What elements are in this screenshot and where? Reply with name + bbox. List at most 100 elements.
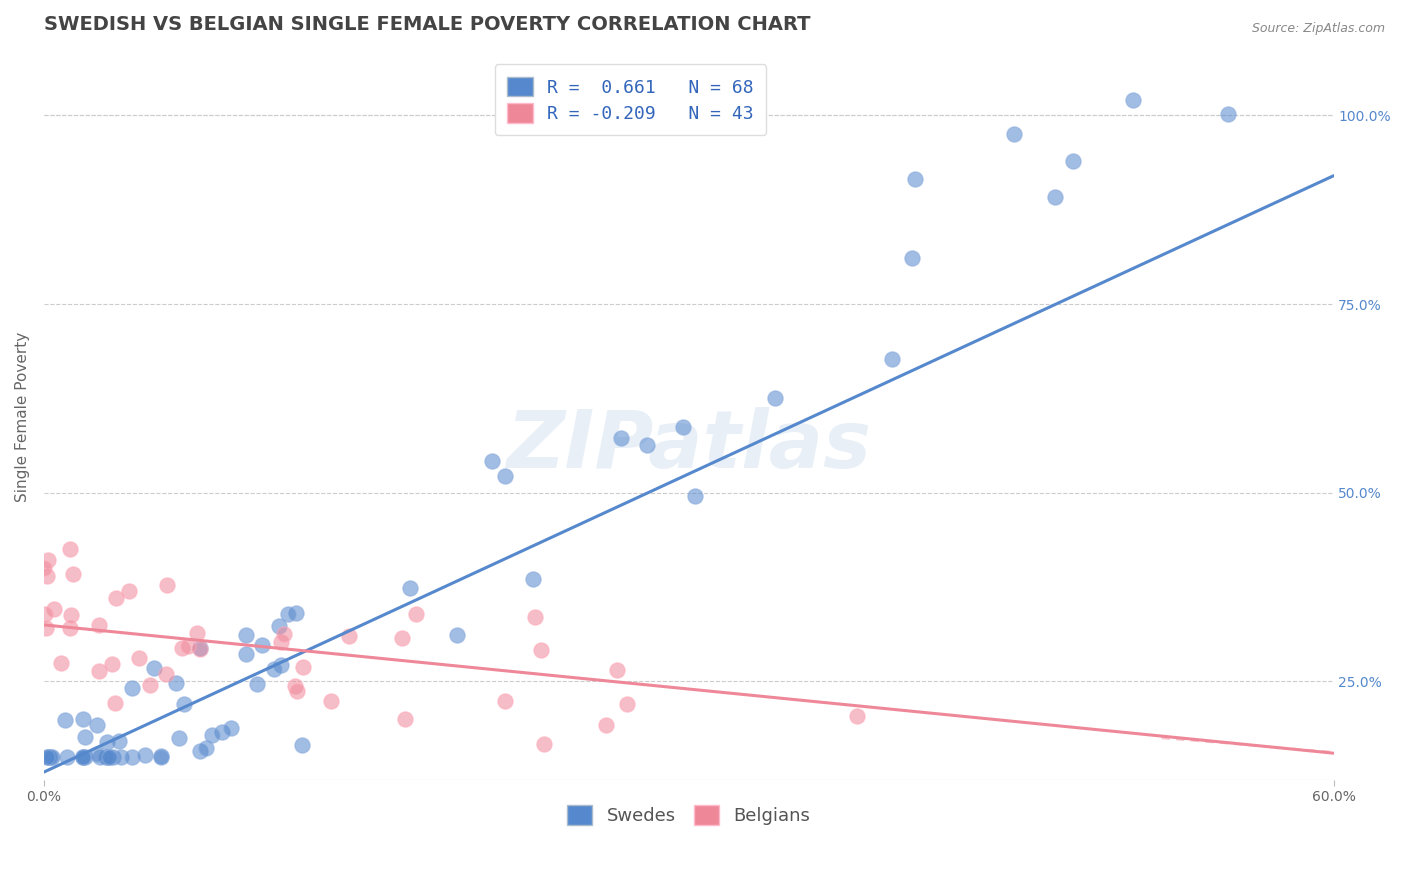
Point (763, 391, 786, 405)
Point (394, 712, 416, 726)
Point (446, 628, 468, 642)
Point (188, 744, 211, 758)
Point (98, 750, 121, 764)
Point (530, 643, 553, 657)
Point (269, 619, 291, 633)
Point (89, 750, 111, 764)
Point (96, 750, 118, 764)
Point (121, 681, 143, 695)
Point (636, 437, 658, 451)
Point (105, 591, 128, 605)
Point (173, 697, 195, 711)
Point (169, 731, 191, 745)
Point (284, 679, 307, 693)
Point (73, 750, 96, 764)
Point (121, 750, 143, 764)
Point (672, 419, 695, 434)
Point (35, 569, 58, 583)
Point (150, 748, 173, 763)
Point (62, 566, 84, 581)
Point (155, 666, 177, 681)
Point (56, 750, 79, 764)
Point (188, 642, 211, 657)
Point (186, 626, 208, 640)
Y-axis label: Single Female Poverty: Single Female Poverty (15, 332, 30, 502)
Text: SWEDISH VS BELGIAN SINGLE FEMALE POVERTY CORRELATION CHART: SWEDISH VS BELGIAN SINGLE FEMALE POVERTY… (44, 15, 810, 34)
Point (34, 607, 56, 621)
Point (1216, 106, 1239, 120)
Point (101, 657, 124, 671)
Point (134, 747, 156, 762)
Point (104, 696, 127, 710)
Point (60, 607, 83, 622)
Point (86, 747, 108, 762)
Point (53, 713, 76, 727)
Point (246, 676, 269, 690)
Point (44, 602, 66, 616)
Point (72, 712, 94, 726)
Point (904, 172, 927, 186)
Point (72, 750, 94, 764)
Point (155, 578, 177, 592)
Point (149, 750, 172, 764)
Point (522, 572, 544, 586)
Point (291, 738, 314, 752)
Point (172, 641, 194, 656)
Point (683, 489, 706, 503)
Point (38, 750, 60, 764)
Point (405, 607, 427, 621)
Point (533, 737, 555, 751)
Point (37, 553, 59, 567)
Point (285, 684, 308, 698)
Point (87, 618, 110, 632)
Point (188, 641, 211, 656)
Point (595, 718, 617, 732)
Point (72, 750, 94, 764)
Point (273, 627, 295, 641)
Point (176, 640, 198, 654)
Point (494, 469, 516, 483)
Point (494, 694, 516, 708)
Point (37, 750, 59, 764)
Point (97, 750, 120, 764)
Point (270, 657, 292, 672)
Point (75, 730, 97, 744)
Point (201, 728, 224, 742)
Point (41, 750, 63, 764)
Point (609, 431, 631, 445)
Point (270, 635, 292, 649)
Point (101, 750, 124, 764)
Point (86, 718, 108, 732)
Point (38, 750, 60, 764)
Point (96, 735, 118, 749)
Point (291, 660, 314, 674)
Point (481, 453, 503, 467)
Point (391, 632, 413, 646)
Point (39, 750, 62, 764)
Point (34, 621, 56, 635)
Point (194, 741, 217, 756)
Point (901, 251, 924, 265)
Point (398, 581, 420, 595)
Point (142, 661, 165, 675)
Point (32, 561, 55, 575)
Point (235, 647, 257, 661)
Point (616, 697, 638, 711)
Text: Source: ZipAtlas.com: Source: ZipAtlas.com (1251, 22, 1385, 36)
Point (59, 542, 82, 557)
Point (1062, 154, 1084, 169)
Point (337, 629, 360, 643)
Point (845, 708, 868, 723)
Point (880, 352, 903, 367)
Point (523, 610, 546, 624)
Point (96, 750, 118, 764)
Legend: Swedes, Belgians: Swedes, Belgians (557, 794, 821, 836)
Point (606, 664, 628, 678)
Point (110, 750, 132, 764)
Point (58, 621, 80, 635)
Point (37, 750, 59, 764)
Point (277, 607, 299, 621)
Point (263, 662, 285, 676)
Point (139, 678, 162, 692)
Point (108, 734, 131, 748)
